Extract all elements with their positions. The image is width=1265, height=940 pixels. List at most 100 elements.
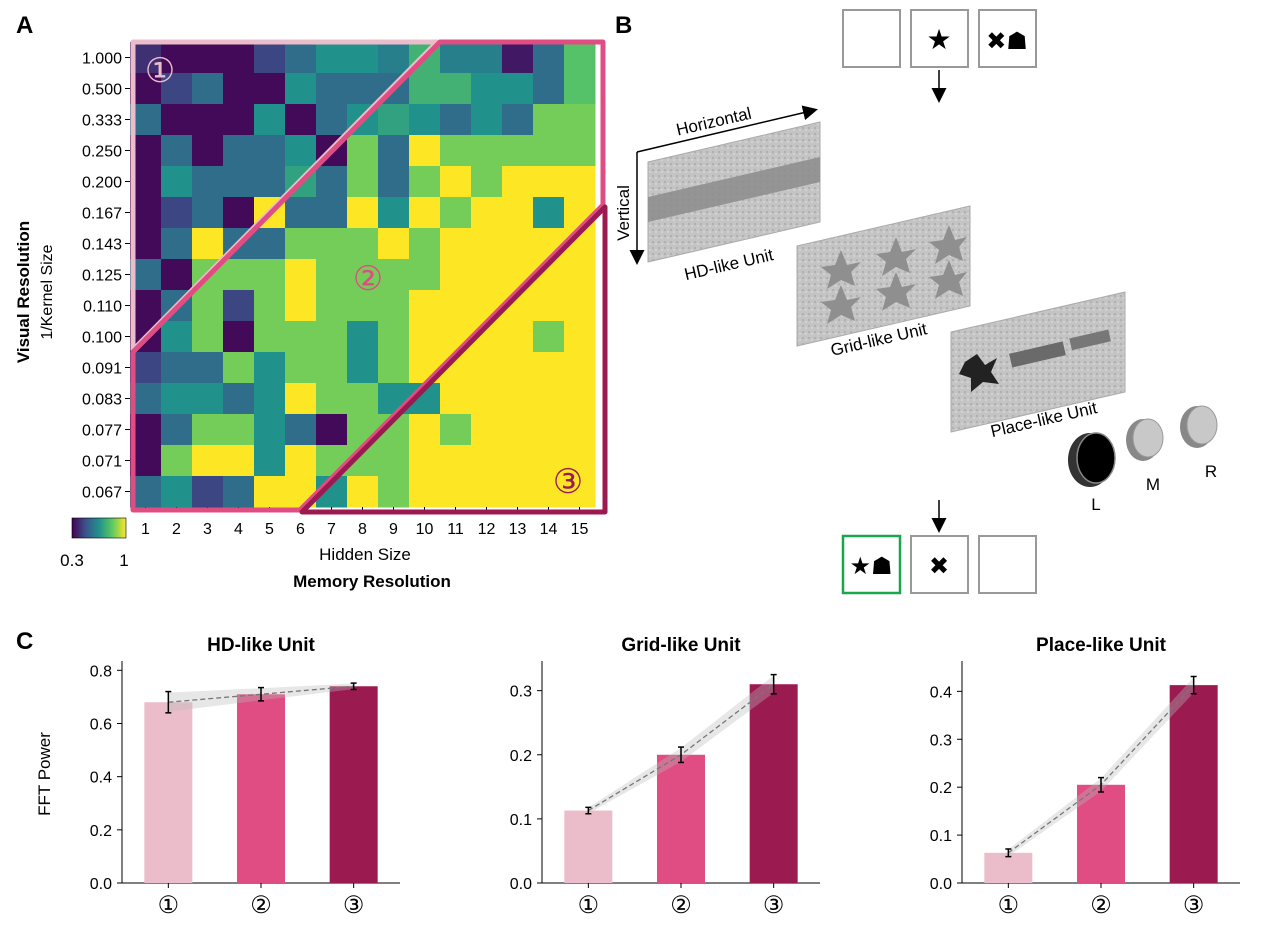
heatmap-y-tick: 0.167 — [82, 206, 122, 223]
heatmap-cell — [533, 197, 565, 229]
heatmap-cell — [347, 166, 379, 198]
heatmap-cell — [533, 445, 565, 477]
hd-like-map — [647, 121, 821, 263]
heatmap-cell — [564, 73, 596, 105]
heatmap-x-tick: 7 — [327, 521, 336, 538]
button-middle-label: M — [1146, 475, 1160, 494]
heatmap-cell — [440, 383, 472, 415]
heatmap-cell — [440, 228, 472, 260]
heatmap-y-tick: 0.077 — [82, 423, 122, 440]
panel-letter-b: B — [615, 12, 633, 39]
heatmap-y-tick: 0.071 — [82, 454, 122, 471]
heatmap-x-tick: 14 — [540, 521, 558, 538]
heatmap-cell — [533, 290, 565, 322]
heatmap-cell — [192, 476, 224, 508]
heatmap-cell — [223, 445, 255, 477]
heatmap-cell — [192, 228, 224, 260]
heatmap-cell — [471, 197, 503, 229]
heatmap-x-tick: 4 — [234, 521, 243, 538]
heatmap-cell — [192, 135, 224, 167]
heatmap-cell — [161, 166, 193, 198]
heatmap-cell — [161, 42, 193, 74]
heatmap-y-tick: 0.333 — [82, 113, 122, 130]
heatmap-cell — [471, 414, 503, 446]
heatmap-y-tick: 0.091 — [82, 361, 122, 378]
heatmap-cell — [192, 42, 224, 74]
heatmap-cell — [347, 42, 379, 74]
chart-title: HD-like Unit — [207, 635, 315, 656]
heatmap-ylabel-outer: Visual Resolution — [14, 221, 33, 363]
heatmap-cell — [192, 383, 224, 415]
heatmap-cell — [192, 197, 224, 229]
region-2-label: ② — [353, 260, 383, 298]
button-right-icon — [1180, 405, 1218, 448]
heatmap-cell — [192, 445, 224, 477]
heatmap-cell — [502, 321, 534, 353]
heatmap-x-tick: 5 — [265, 521, 274, 538]
region-3-outline — [299, 204, 608, 515]
heatmap-y-tick: 0.083 — [82, 392, 122, 409]
x-tick-label: ③ — [763, 892, 785, 919]
heatmap-cell — [533, 73, 565, 105]
heatmap-cell — [223, 414, 255, 446]
heatmap-cell — [223, 135, 255, 167]
heatmap-cell — [378, 197, 410, 229]
heatmap-x-tick: 15 — [571, 521, 589, 538]
heatmap-cell — [254, 166, 286, 198]
heatmap-cell — [254, 445, 286, 477]
heatmap-cell — [533, 383, 565, 415]
heatmap-cell — [564, 290, 596, 322]
cross-person-icon: ✖☗ — [986, 28, 1028, 55]
heatmap-cell — [502, 414, 534, 446]
heatmap-cell — [316, 259, 348, 291]
heatmap-cell — [161, 414, 193, 446]
vertical-axis-label: Vertical — [615, 185, 633, 241]
heatmap-cell — [502, 42, 534, 74]
heatmap-cell — [440, 476, 472, 508]
heatmap-cell — [409, 445, 441, 477]
heatmap-x-tick: 3 — [203, 521, 212, 538]
y-tick-label: 0.4 — [930, 684, 952, 701]
heatmap-cell — [347, 228, 379, 260]
heatmap-cell — [564, 352, 596, 384]
heatmap-cell — [409, 476, 441, 508]
heatmap-cell — [409, 228, 441, 260]
heatmap-cell — [254, 104, 286, 136]
heatmap-cell — [533, 352, 565, 384]
bar-chart-hd: HD-like Unit FFT Power 0.0 0.2 0.4 0.6 0.8 ① ② ③ — [35, 635, 400, 919]
bar — [329, 686, 378, 883]
heatmap-cell — [502, 73, 534, 105]
heatmap-cell — [223, 104, 255, 136]
horizontal-axis-arrow — [636, 105, 818, 153]
region-1-label: ① — [145, 52, 175, 90]
heatmap-x-tick: 9 — [389, 521, 398, 538]
heatmap-cell — [409, 414, 441, 446]
heatmap-cell — [223, 290, 255, 322]
heatmap-cell — [409, 104, 441, 136]
heatmap-cell — [254, 259, 286, 291]
heatmap-cell — [223, 197, 255, 229]
heatmap-cell — [409, 259, 441, 291]
heatmap-cell — [564, 321, 596, 353]
heatmap-xlabel-outer: Memory Resolution — [293, 572, 451, 591]
heatmap-x-tick: 11 — [447, 521, 464, 538]
panel-letter-a: A — [16, 12, 34, 39]
heatmap-cell — [378, 135, 410, 167]
x-tick-label: ② — [1090, 892, 1112, 919]
y-tick-label: 0.0 — [510, 876, 532, 893]
heatmap-cell — [316, 42, 348, 74]
heatmap-cell — [254, 135, 286, 167]
heatmap-cell — [502, 197, 534, 229]
heatmap-cell — [471, 352, 503, 384]
trend-band — [588, 675, 774, 814]
heatmap-y-tick: 0.500 — [82, 82, 122, 99]
heatmap-cell — [161, 476, 193, 508]
button-left-icon — [1068, 432, 1116, 487]
heatmap-cell — [409, 321, 441, 353]
heatmap-cell — [316, 197, 348, 229]
heatmap-cell — [564, 104, 596, 136]
heatmap-x-tick: 13 — [509, 521, 527, 538]
heatmap-cell — [440, 445, 472, 477]
heatmap-cell — [161, 197, 193, 229]
heatmap-cell — [285, 445, 317, 477]
